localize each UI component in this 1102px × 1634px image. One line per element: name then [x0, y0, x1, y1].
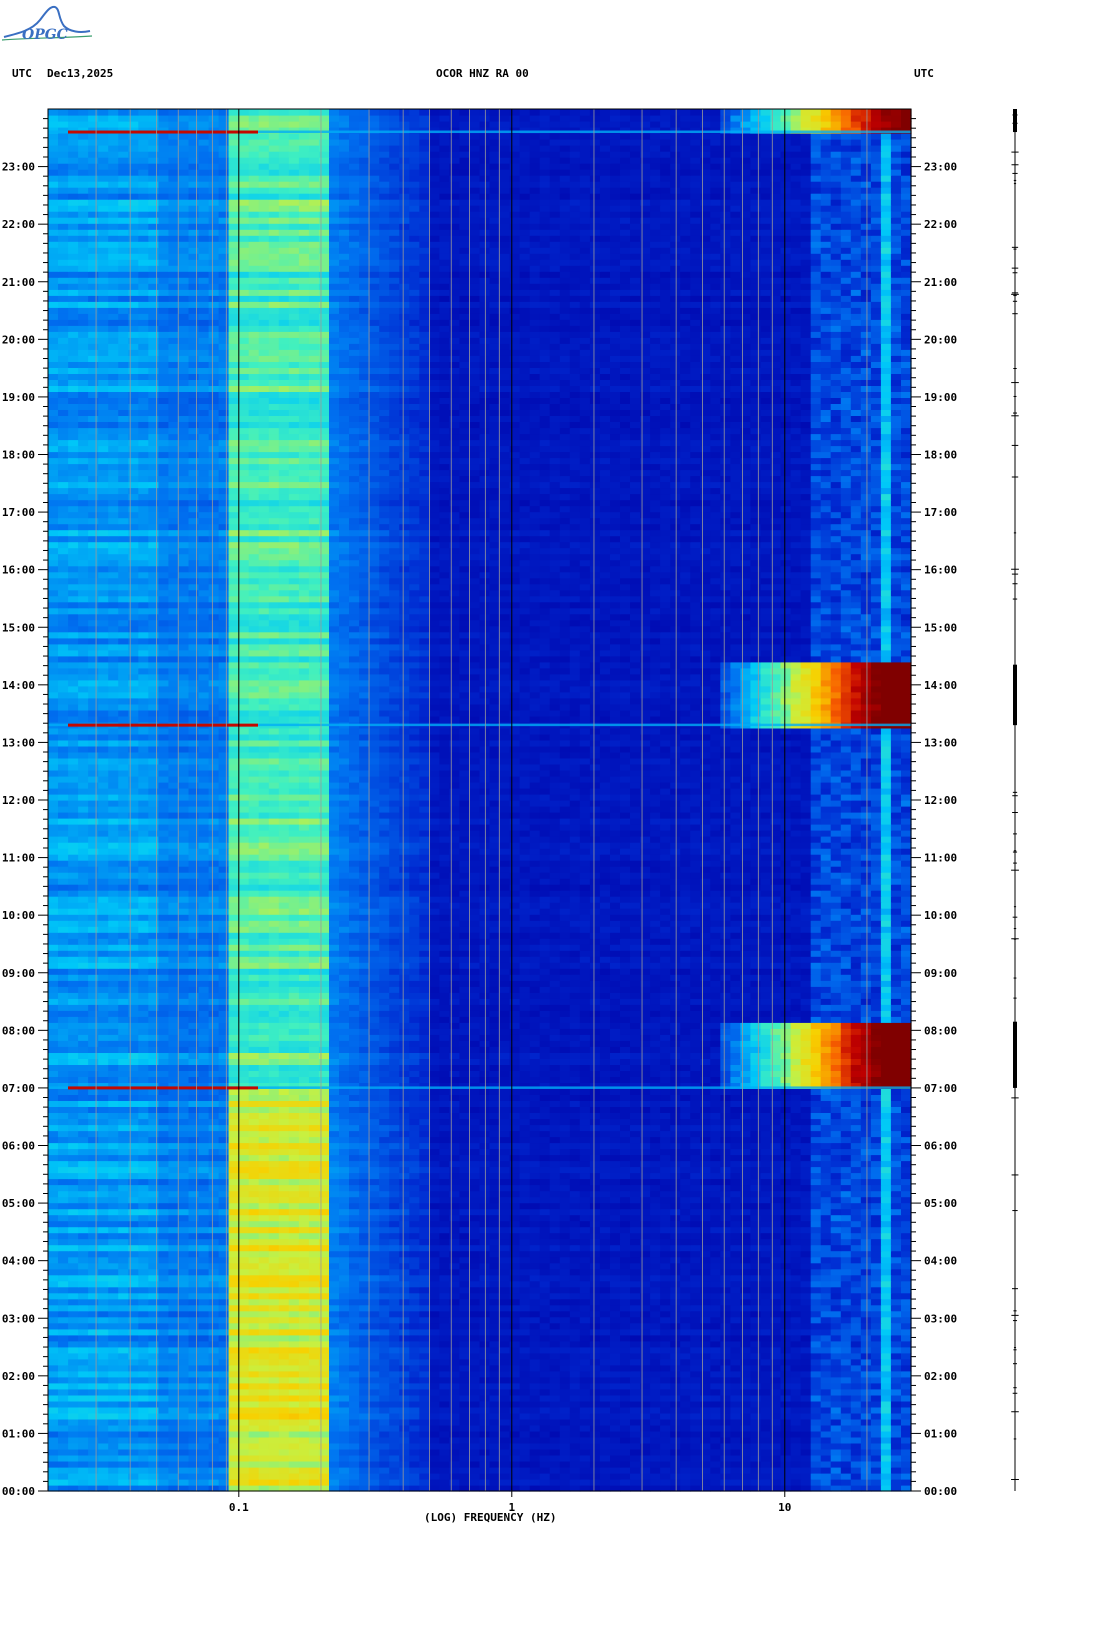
y-tick-label-right: 00:00 — [924, 1485, 957, 1498]
y-tick-label-left: 19:00 — [2, 391, 35, 404]
right-timezone-label: UTC — [914, 67, 934, 80]
y-tick-label-left: 18:00 — [2, 449, 35, 462]
y-tick-label-right: 08:00 — [924, 1024, 957, 1037]
y-tick-label-right: 11:00 — [924, 852, 957, 865]
y-tick-label-right: 21:00 — [924, 276, 957, 289]
y-tick-label-right: 23:00 — [924, 161, 957, 174]
y-tick-label-right: 20:00 — [924, 333, 957, 346]
x-tick-label: 0.1 — [229, 1501, 249, 1514]
y-tick-label-right: 10:00 — [924, 909, 957, 922]
logo-text: OPGC — [22, 27, 68, 43]
y-tick-label-left: 01:00 — [2, 1427, 35, 1440]
y-axis-left: 00:00 01:00 02:00 03:00 04:00 05:00 06:00 07:00… — [2, 118, 48, 1498]
y-tick-label-right: 04:00 — [924, 1255, 957, 1268]
y-tick-label-left: 21:00 — [2, 276, 35, 289]
y-tick-label-left: 09:00 — [2, 967, 35, 980]
y-tick-label-left: 02:00 — [2, 1370, 35, 1383]
x-tick-label: 10 — [778, 1501, 791, 1514]
y-tick-label-right: 13:00 — [924, 736, 957, 749]
y-tick-label-left: 17:00 — [2, 506, 35, 519]
y-tick-label-left: 22:00 — [2, 218, 35, 231]
y-tick-label-right: 22:00 — [924, 218, 957, 231]
left-timezone-label: UTC — [12, 67, 32, 80]
y-tick-label-left: 07:00 — [2, 1082, 35, 1095]
y-tick-label-left: 20:00 — [2, 333, 35, 346]
y-tick-label-left: 13:00 — [2, 736, 35, 749]
channel-title: OCOR HNZ RA 00 — [436, 67, 529, 80]
y-tick-label-left: 03:00 — [2, 1312, 35, 1325]
y-tick-label-right: 15:00 — [924, 621, 957, 634]
y-tick-label-left: 15:00 — [2, 621, 35, 634]
y-tick-label-right: 01:00 — [924, 1427, 957, 1440]
y-tick-label-left: 11:00 — [2, 852, 35, 865]
y-tick-label-left: 00:00 — [2, 1485, 35, 1498]
x-tick-label: 1 — [508, 1501, 515, 1514]
y-tick-label-right: 19:00 — [924, 391, 957, 404]
y-tick-label-left: 06:00 — [2, 1140, 35, 1153]
y-tick-label-left: 12:00 — [2, 794, 35, 807]
y-tick-label-right: 06:00 — [924, 1140, 957, 1153]
y-axis-right: 00:00 01:00 02:00 03:00 04:00 05:00 06:00 07:00… — [911, 118, 957, 1498]
date-label: Dec13,2025 — [47, 67, 113, 80]
x-axis-label: (LOG) FREQUENCY (HZ) — [424, 1511, 556, 1524]
y-tick-label-right: 16:00 — [924, 564, 957, 577]
y-tick-label-left: 04:00 — [2, 1255, 35, 1268]
y-tick-label-right: 02:00 — [924, 1370, 957, 1383]
y-tick-label-right: 03:00 — [924, 1312, 957, 1325]
spectrogram-heatmap — [48, 109, 912, 1492]
y-tick-label-right: 12:00 — [924, 794, 957, 807]
y-tick-label-right: 07:00 — [924, 1082, 957, 1095]
y-tick-label-right: 09:00 — [924, 967, 957, 980]
y-tick-label-left: 16:00 — [2, 564, 35, 577]
x-axis: 0.1 1 10 — [229, 1491, 791, 1514]
y-tick-label-right: 17:00 — [924, 506, 957, 519]
mountain-logo-icon — [1, 5, 93, 41]
opgc-logo: OPGC — [0, 0, 95, 49]
y-tick-label-right: 18:00 — [924, 449, 957, 462]
y-tick-label-left: 14:00 — [2, 679, 35, 692]
y-tick-label-left: 05:00 — [2, 1197, 35, 1210]
y-tick-label-right: 14:00 — [924, 679, 957, 692]
y-tick-label-right: 05:00 — [924, 1197, 957, 1210]
y-tick-label-left: 10:00 — [2, 909, 35, 922]
y-tick-label-left: 23:00 — [2, 161, 35, 174]
y-tick-label-left: 08:00 — [2, 1024, 35, 1037]
